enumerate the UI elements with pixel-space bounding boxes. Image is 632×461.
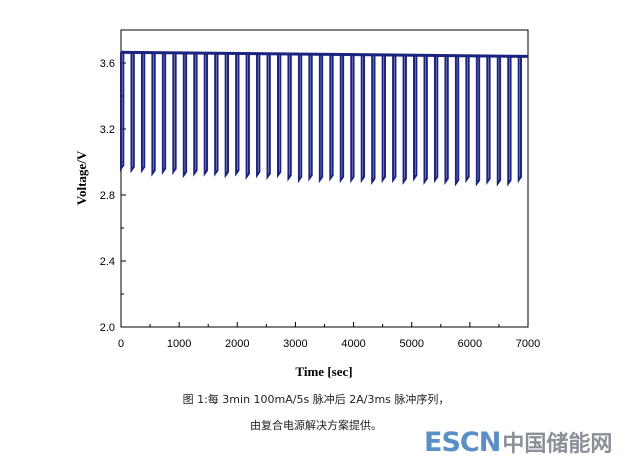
- voltage-pulse: [266, 53, 271, 181]
- x-tick-label: 0: [118, 338, 124, 350]
- voltage-pulse: [329, 54, 334, 182]
- y-tick-label: 2.8: [100, 190, 115, 202]
- y-tick-label: 2.4: [100, 256, 115, 268]
- watermark-brand: ESCN: [424, 426, 501, 458]
- figure-caption-line-1: 图 1:每 3min 100mA/5s 脉冲后 2A/3ms 脉冲序列，: [182, 393, 450, 406]
- voltage-pulse: [120, 52, 125, 172]
- voltage-pulse: [245, 53, 250, 181]
- voltage-pulse: [235, 53, 240, 177]
- voltage-pulse: [371, 54, 376, 185]
- voltage-pulse: [350, 54, 355, 184]
- x-axis-label: Time [sec]: [295, 364, 352, 379]
- voltage-pulse: [444, 55, 449, 185]
- x-tick-label: 1000: [167, 338, 191, 350]
- voltage-pulse: [308, 54, 313, 182]
- y-tick-label: 3.6: [100, 58, 115, 70]
- voltage-pulse: [433, 55, 439, 184]
- y-axis-label: Voltage/V: [74, 150, 89, 205]
- voltage-pulse: [203, 53, 209, 177]
- voltage-pulse: [214, 53, 219, 177]
- voltage-pulse: [486, 55, 491, 185]
- voltage-pulse: [454, 55, 460, 187]
- voltage-pulse: [465, 55, 470, 184]
- x-tick-label: 5000: [399, 338, 423, 350]
- voltage-pulse: [130, 52, 135, 174]
- voltage-pulse: [193, 53, 198, 177]
- x-tick-label: 6000: [458, 338, 482, 350]
- watermark-text: 中国储能网: [502, 432, 613, 457]
- voltage-pulse: [339, 54, 345, 184]
- voltage-chart: 0 1000 2000 3000 4000 5000 6000 7000 2.0 2.4 2.8 3.…: [74, 29, 541, 379]
- voltage-pulse: [381, 54, 386, 184]
- voltage-pulse: [402, 55, 407, 185]
- escn-watermark: ESCN 中国储能网: [424, 424, 612, 460]
- voltage-pulse: [172, 52, 177, 176]
- y-tick-label: 2.0: [100, 322, 115, 334]
- voltage-baseline: [120, 50, 529, 58]
- x-tick-label: 4000: [341, 338, 365, 350]
- tick-labels: 0 1000 2000 3000 4000 5000 6000 7000 2.0 2.4 2.8 3.…: [100, 58, 541, 350]
- voltage-series: [120, 50, 529, 187]
- figure-caption-line-2: 由复合电源解决方案提供。: [250, 419, 382, 432]
- voltage-pulse: [287, 53, 292, 182]
- voltage-pulse: [256, 53, 261, 179]
- x-tick-label: 2000: [225, 338, 249, 350]
- y-tick-label: 3.2: [100, 124, 115, 136]
- voltage-pulse: [507, 56, 512, 187]
- voltage-pulse: [182, 52, 188, 179]
- voltage-pulse: [496, 56, 502, 187]
- voltage-pulse: [517, 56, 523, 184]
- voltage-pulse: [413, 55, 418, 182]
- voltage-pulse: [161, 52, 167, 176]
- voltage-pulse: [392, 55, 397, 184]
- voltage-pulse: [140, 52, 146, 174]
- voltage-pulse: [224, 53, 229, 179]
- voltage-pulse: [423, 55, 428, 185]
- x-tick-label: 7000: [516, 338, 540, 350]
- voltage-pulse: [475, 55, 481, 187]
- voltage-pulse: [297, 54, 303, 184]
- voltage-pulse: [151, 52, 156, 177]
- voltage-pulse: [360, 54, 366, 184]
- voltage-pulse: [276, 53, 282, 179]
- voltage-pulse: [318, 54, 324, 184]
- x-tick-label: 3000: [283, 338, 307, 350]
